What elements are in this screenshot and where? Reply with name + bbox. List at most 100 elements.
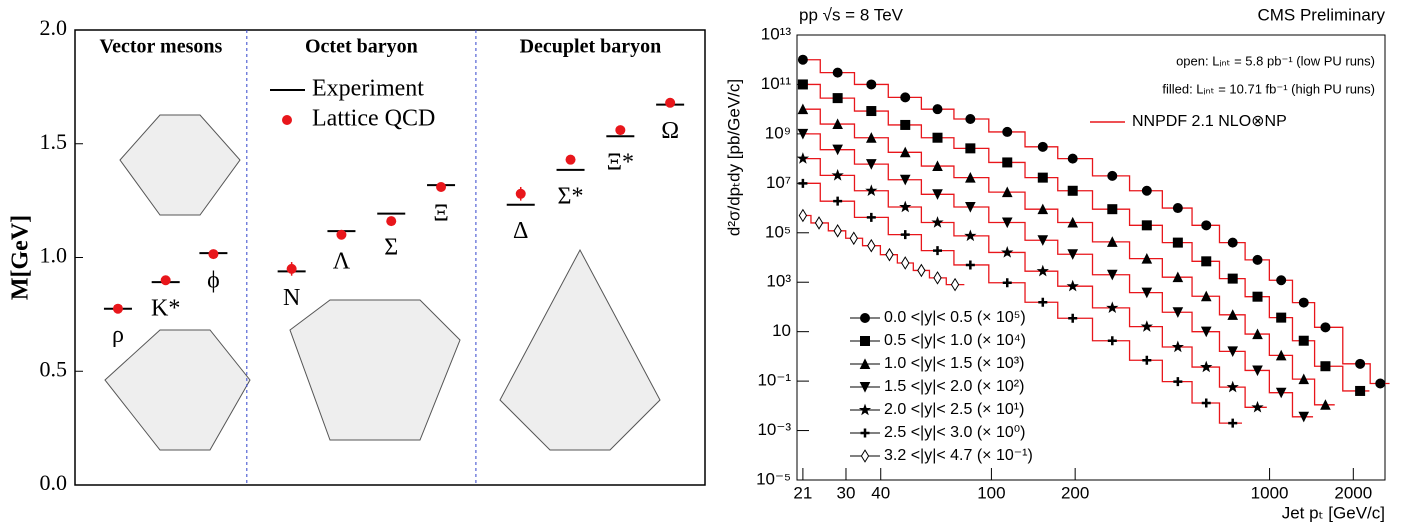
data-point xyxy=(1276,312,1287,323)
data-point xyxy=(1002,157,1013,168)
category-label: Σ* xyxy=(558,183,584,209)
y-tick-label: 10¹¹ xyxy=(761,74,792,93)
category-label: Ω xyxy=(661,118,679,144)
data-point xyxy=(1173,377,1183,387)
legend-label: 0.5 <|y|< 1.0 (× 10⁴) xyxy=(884,332,1026,349)
data-point xyxy=(1298,297,1309,308)
data-point xyxy=(1141,287,1153,299)
annotation: open: Lᵢₙₜ = 5.8 pb⁻¹ (low PU runs) xyxy=(1176,53,1375,68)
data-point xyxy=(964,229,977,242)
data-point xyxy=(1298,411,1310,423)
panel-title: Vector mesons xyxy=(100,36,223,58)
data-point xyxy=(1142,355,1152,365)
lattice-point xyxy=(336,229,347,240)
lattice-point xyxy=(208,249,219,260)
category-label: Δ xyxy=(513,218,528,244)
y-axis-label: M[GeV] xyxy=(8,215,34,300)
data-point xyxy=(1038,297,1048,307)
data-point xyxy=(849,231,858,246)
meson-multiplet xyxy=(119,114,241,216)
data-point xyxy=(931,216,944,228)
data-point xyxy=(1200,360,1213,373)
theory-step-line xyxy=(802,157,1267,408)
y-tick-label: 10⁻³ xyxy=(757,420,791,439)
lattice-point xyxy=(112,303,123,314)
data-point xyxy=(965,143,976,154)
legend-label: 2.5 <|y|< 3.0 (× 10⁰) xyxy=(884,424,1025,441)
category-label: K* xyxy=(151,296,180,322)
data-point xyxy=(899,200,912,213)
lattice-point xyxy=(286,263,297,274)
data-point xyxy=(1172,237,1183,248)
data-point xyxy=(1298,373,1310,385)
x-tick-label: 200 xyxy=(1061,483,1089,502)
data-point xyxy=(1068,313,1078,323)
x-tick-label: 21 xyxy=(793,483,812,502)
y-tick-label: 10⁹ xyxy=(765,123,791,142)
data-point xyxy=(1227,273,1238,284)
data-point xyxy=(1037,141,1048,152)
data-point xyxy=(797,128,809,140)
data-point xyxy=(1227,346,1239,357)
data-point xyxy=(1107,170,1118,181)
y-tick-label: 1.5 xyxy=(40,129,68,154)
data-point xyxy=(965,202,976,213)
data-point xyxy=(867,238,876,253)
data-point xyxy=(1200,290,1212,302)
data-point xyxy=(1001,246,1014,258)
data-point xyxy=(899,174,911,186)
data-point xyxy=(797,79,808,90)
data-point xyxy=(1251,400,1264,413)
y-tick-label: 2.0 xyxy=(40,15,68,40)
data-point xyxy=(900,119,911,130)
data-point xyxy=(885,247,894,262)
data-point xyxy=(965,260,975,270)
data-point xyxy=(1252,328,1263,340)
category-label: Ξ* xyxy=(607,150,634,176)
legend-label: 0.0 <|y|< 0.5 (× 10⁵) xyxy=(884,309,1026,326)
data-point xyxy=(900,230,910,240)
data-point xyxy=(1107,336,1117,346)
y-tick-label: 10³ xyxy=(766,272,791,291)
data-point xyxy=(1201,220,1212,231)
y-tick-label: 10⁻¹ xyxy=(757,371,791,390)
y-tick-label: 1.0 xyxy=(40,243,68,268)
data-point xyxy=(1106,236,1118,247)
data-point xyxy=(796,152,810,164)
legend-label: 1.5 <|y|< 2.0 (× 10²) xyxy=(884,378,1024,395)
x-tick-label: 1000 xyxy=(1251,483,1289,502)
x-tick-label: 30 xyxy=(837,483,856,502)
data-point xyxy=(932,189,943,200)
y-tick-label: 10⁷ xyxy=(766,173,791,192)
data-point xyxy=(1037,203,1049,215)
data-point xyxy=(932,104,943,115)
data-point xyxy=(1067,216,1079,228)
data-point xyxy=(1067,153,1078,164)
legend-marker xyxy=(860,313,870,323)
data-point xyxy=(1001,217,1013,229)
data-point xyxy=(833,224,842,238)
data-point xyxy=(1172,271,1184,283)
y-tick-label: 10⁵ xyxy=(765,222,791,241)
data-point xyxy=(1106,269,1118,281)
meson-multiplet xyxy=(104,329,251,451)
data-point xyxy=(1226,380,1239,393)
data-point xyxy=(1002,126,1013,137)
data-point xyxy=(832,144,843,156)
data-point xyxy=(1228,418,1238,428)
legend-label: Experiment xyxy=(312,76,424,102)
legend-marker xyxy=(860,336,870,346)
data-point xyxy=(1252,365,1263,377)
y-tick-label: 10 xyxy=(772,321,791,340)
data-point xyxy=(917,263,926,278)
data-point xyxy=(1036,264,1049,277)
lattice-point xyxy=(386,216,397,227)
legend-marker xyxy=(858,403,872,416)
legend-lattice-key xyxy=(282,115,292,125)
y-axis-label: d²σ/dpₜdy [pb/GeV/c] xyxy=(724,79,743,236)
data-point xyxy=(814,216,824,230)
data-point xyxy=(965,114,976,125)
legend-marker xyxy=(859,358,871,369)
category-label: Λ xyxy=(333,248,351,274)
